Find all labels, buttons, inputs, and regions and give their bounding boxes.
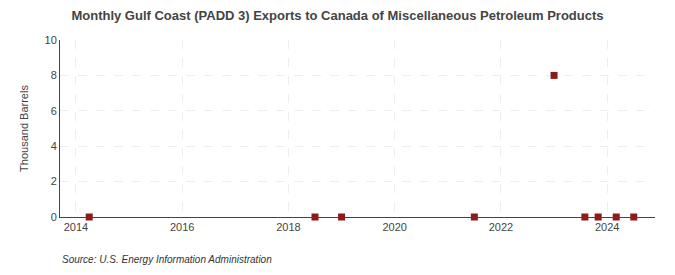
svg-text:6: 6	[51, 105, 57, 117]
svg-text:2022: 2022	[489, 221, 513, 233]
svg-text:2: 2	[51, 175, 57, 187]
svg-text:2020: 2020	[382, 221, 406, 233]
svg-text:2018: 2018	[276, 221, 300, 233]
svg-text:Monthly Gulf Coast (PADD 3) Ex: Monthly Gulf Coast (PADD 3) Exports to C…	[71, 8, 603, 23]
svg-text:4: 4	[51, 140, 57, 152]
svg-text:0: 0	[51, 211, 57, 223]
svg-text:Source: U.S. Energy Informatio: Source: U.S. Energy Information Administ…	[62, 254, 272, 265]
svg-text:Thousand Barrels: Thousand Barrels	[18, 85, 30, 172]
svg-text:2014: 2014	[64, 221, 88, 233]
svg-text:2016: 2016	[170, 221, 194, 233]
svg-text:8: 8	[51, 69, 57, 81]
svg-text:10: 10	[45, 34, 57, 46]
svg-text:2024: 2024	[595, 221, 619, 233]
